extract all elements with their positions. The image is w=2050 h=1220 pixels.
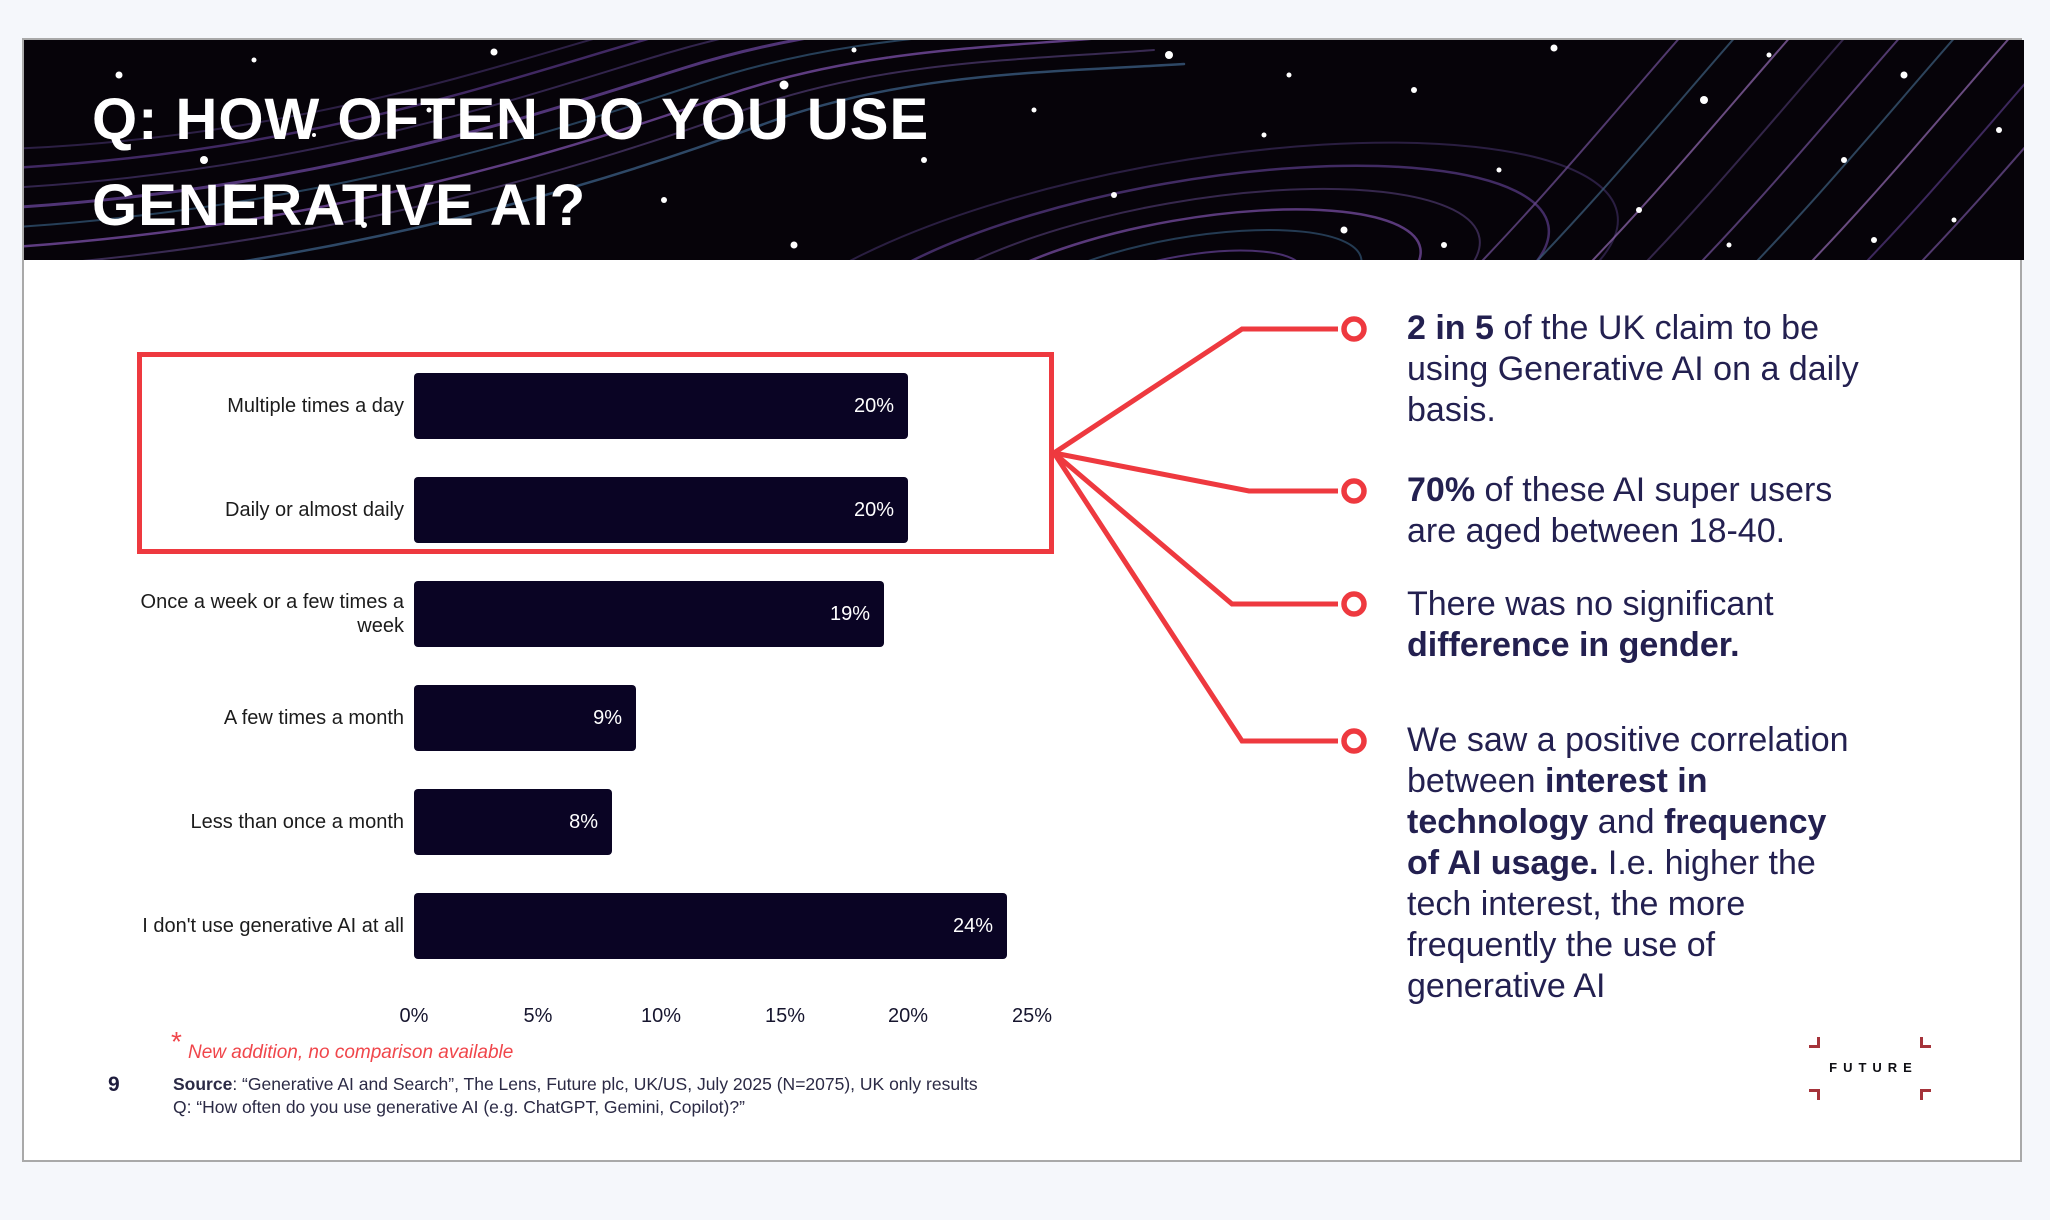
annotation-tech-interest-correlation: We saw a positive correlation between int… [1407, 721, 1849, 1005]
bar-chart: Multiple times a day 20% Daily or almost… [24, 40, 2024, 1164]
bar-value-label: 8% [569, 810, 598, 833]
star-dots [115, 44, 2002, 249]
bar-row-dont-use: I don't use generative AI at all 24% [104, 893, 1104, 959]
category-label: Daily or almost daily [225, 499, 404, 521]
category-label: Less than once a month [190, 811, 404, 833]
slide-title-line2: GENERATIVE AI? [92, 173, 587, 238]
footnote-asterisk: * [171, 1026, 182, 1057]
x-axis: 0% 5% 10% 15% 20% 25% [24, 1005, 2024, 1031]
header-banner: Q: HOW OFTEN DO YOU USE GENERATIVE AI? [24, 40, 2024, 260]
annotation-gender: There was no significant difference in ge… [1407, 585, 1774, 664]
logo-corner-mark-icon [1920, 1089, 1931, 1100]
bar-value-label: 9% [593, 706, 622, 729]
source-line1: Source: “Generative AI and Search”, The … [173, 1073, 1073, 1096]
source-label: Source [173, 1074, 233, 1094]
bar-row-multiple-times-a-day: Multiple times a day 20% [104, 373, 1104, 439]
bar-row-few-times-a-month: A few times a month 9% [104, 685, 1104, 751]
x-tick: 20% [887, 1005, 929, 1027]
slide-title-line1: Q: HOW OFTEN DO YOU USE [92, 87, 930, 152]
bar-multiple-times-a-day: 20% [414, 373, 908, 439]
category-label: I don't use generative AI at all [142, 915, 404, 937]
bar-value-label: 20% [853, 394, 894, 417]
future-logo: FUTURE [1807, 1037, 1934, 1103]
bar-daily-or-almost-daily: 20% [414, 477, 908, 543]
bar-value-label: 24% [952, 914, 993, 937]
header-swirl-art [24, 40, 2024, 260]
x-tick: 0% [399, 1005, 429, 1027]
logo-wordmark: FUTURE [1829, 1060, 1918, 1075]
bar-less-than-once-a-month: 8% [414, 789, 612, 855]
x-tick: 15% [764, 1005, 806, 1027]
bar-dont-use: 24% [414, 893, 1007, 959]
x-tick: 25% [1011, 1005, 1053, 1027]
category-label: Once a week or a few times a week [140, 591, 404, 637]
source-citation: : “Generative AI and Search”, The Lens, … [232, 1074, 978, 1094]
category-label: A few times a month [223, 707, 404, 729]
source-block: Source: “Generative AI and Search”, The … [173, 1073, 1073, 1119]
logo-corner-mark-icon [1809, 1089, 1820, 1100]
bar-row-daily-or-almost-daily: Daily or almost daily 20% [104, 477, 1104, 543]
footnote-text: New addition, no comparison available [188, 1042, 514, 1063]
x-tick: 5% [523, 1005, 553, 1027]
bar-row-less-than-once-a-month: Less than once a month 8% [104, 789, 1104, 855]
slide: Q: HOW OFTEN DO YOU USE GENERATIVE AI? M… [22, 38, 2024, 1164]
category-label: Multiple times a day [227, 395, 404, 417]
slide-title: Q: HOW OFTEN DO YOU USE GENERATIVE AI? [92, 77, 929, 249]
x-tick: 10% [640, 1005, 682, 1027]
bar-value-label: 19% [829, 602, 870, 625]
bar-row-once-a-week: Once a week or a few times a week 19% [104, 581, 1104, 647]
bar-value-label: 20% [853, 498, 894, 521]
page-number: 9 [108, 1073, 120, 1096]
annotation-super-users-age: 70% of these AI super users are aged betw… [1407, 471, 1833, 550]
logo-corner-mark-icon [1920, 1037, 1931, 1048]
annotation-daily-usage: 2 in 5 of the UK claim to be using Genera… [1407, 309, 1859, 429]
logo-corner-mark-icon [1809, 1037, 1820, 1048]
highlight-box [137, 352, 1054, 554]
bar-few-times-a-month: 9% [414, 685, 636, 751]
bar-once-a-week: 19% [414, 581, 884, 647]
source-line2: Q: “How often do you use generative AI (… [173, 1097, 745, 1117]
